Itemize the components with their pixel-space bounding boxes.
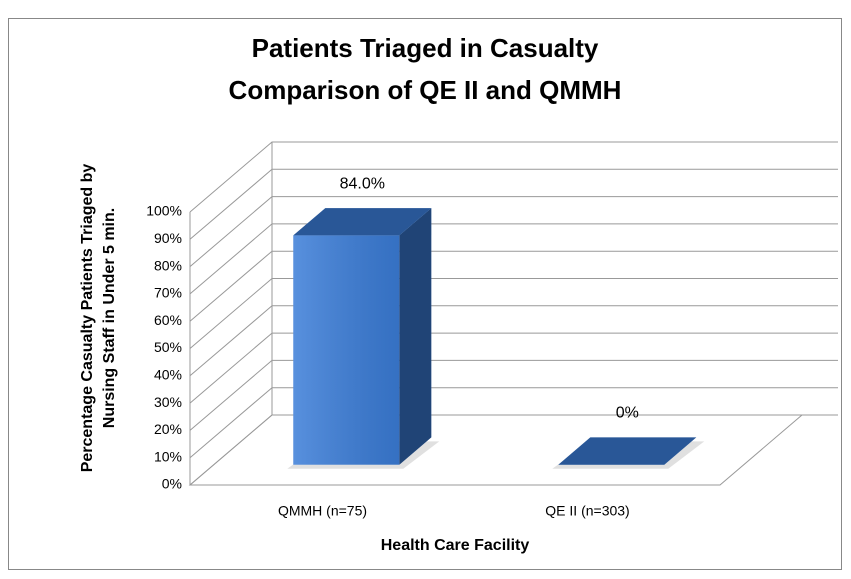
y-tick-label: 80% [154,257,182,273]
y-tick-label: 100% [146,203,182,219]
bar-top-shade [293,208,432,236]
chart-title: Comparison of QE II and QMMH [229,75,622,105]
y-axis-title-line: Nursing Staff in Under 5 min. [101,208,118,428]
bar-top [293,208,432,236]
y-tick-label: 50% [154,339,182,355]
bar-side-shade [399,208,432,465]
y-tick-label: 90% [154,230,182,246]
x-axis-title: Health Care Facility [381,537,530,554]
grid-line [189,168,838,240]
value-label: 84.0% [340,175,385,192]
bar-side [399,208,432,465]
grid-line [189,196,838,267]
y-tick-label: 60% [154,312,182,328]
grid-line [189,359,838,431]
x-tick-label: QE II (n=303) [545,503,629,519]
grid-line [189,250,838,322]
grid-line [189,223,838,295]
y-tick-label: 70% [154,285,182,301]
grid-line [189,332,838,404]
y-axis-title: Percentage Casualty Patients Triaged by … [79,164,118,473]
y-tick-label: 40% [154,367,182,383]
y-tick-label: 20% [154,421,182,437]
y-axis-title-line: Percentage Casualty Patients Triaged by [79,164,96,473]
bar-top-shade [558,437,697,465]
x-tick-label: QMMH (n=75) [278,503,367,519]
grid-line [189,141,838,213]
value-label: 0% [616,405,639,422]
y-tick-label: 30% [154,394,182,410]
grid-line [189,278,838,349]
grid-line [189,387,838,459]
y-tick-label: 0% [162,476,182,492]
grid-line [189,414,838,486]
y-tick-label: 10% [154,448,182,464]
chart-title: Patients Triaged in Casualty [252,33,599,63]
bar-top [558,437,697,465]
grid-line [189,305,838,377]
bar-front-shade [293,235,400,465]
